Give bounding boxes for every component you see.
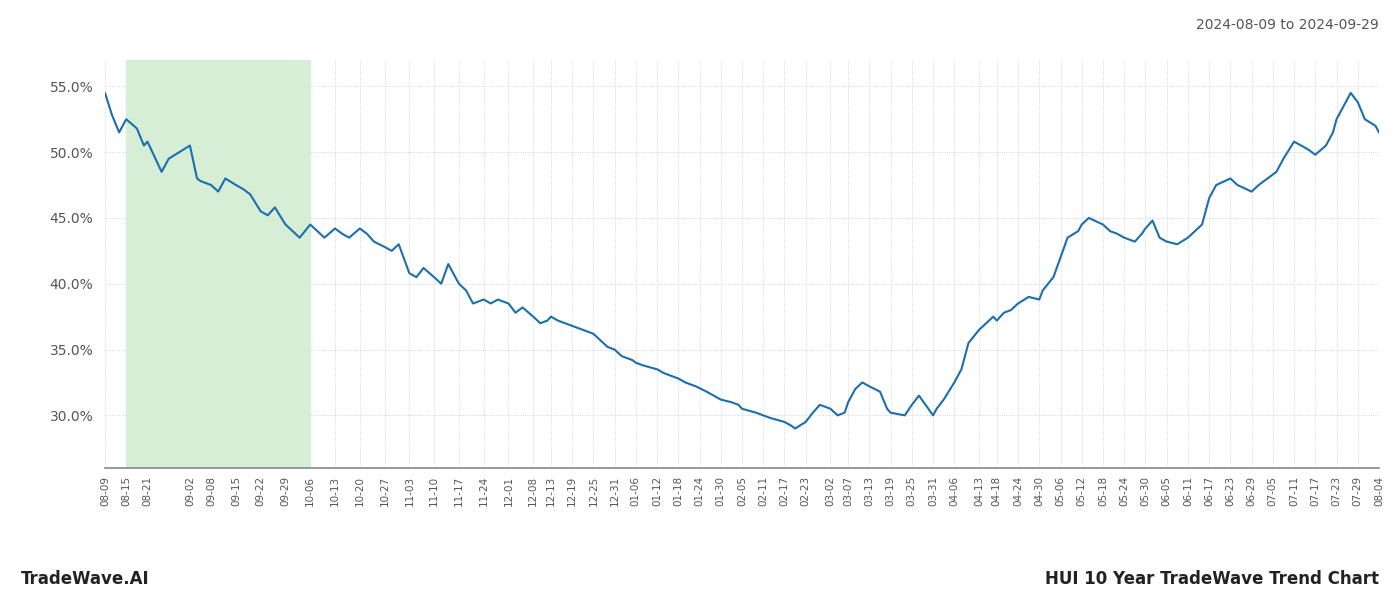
Text: 2024-08-09 to 2024-09-29: 2024-08-09 to 2024-09-29 — [1196, 18, 1379, 32]
Bar — [126, 60, 311, 468]
Text: HUI 10 Year TradeWave Trend Chart: HUI 10 Year TradeWave Trend Chart — [1044, 570, 1379, 588]
Text: TradeWave.AI: TradeWave.AI — [21, 570, 150, 588]
